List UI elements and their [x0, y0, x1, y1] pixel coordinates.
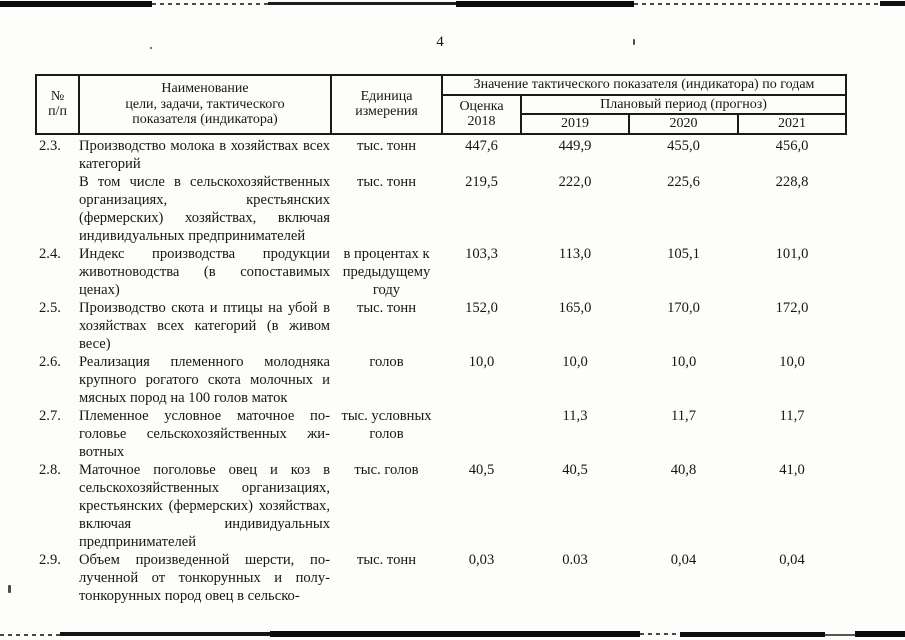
row-value-2018: 40,5 [468, 461, 495, 478]
indicators-table: № п/п Наименование цели, задачи, тактиче… [35, 74, 848, 605]
row-value-2020: 40,8 [670, 461, 697, 478]
row-number: 2.9. [39, 551, 61, 568]
row-value-2019: 40,5 [562, 461, 588, 478]
row-number [36, 173, 79, 245]
row-value-2021: 11,7 [779, 407, 805, 424]
row-value-2018 [442, 407, 521, 461]
row-number: 2.4. [39, 245, 61, 262]
row-value-2019: 10,0 [562, 353, 588, 370]
table-row: 2.4. Индекс производства продукции живот… [36, 245, 846, 299]
row-value-2018: 0,03 [468, 551, 495, 568]
scan-bar-segment [634, 3, 880, 5]
row-value-2021: 228,8 [775, 173, 809, 190]
row-name: Маточное поголовье овец и коз в сельскох… [79, 461, 330, 550]
row-value-2018: 219,5 [465, 173, 498, 190]
row-value-2018: 152,0 [465, 299, 498, 316]
table-row: 2.8. Маточное поголовье овец и коз в сел… [36, 461, 846, 551]
row-value-2018: 447,6 [465, 137, 498, 154]
scan-bar-segment [270, 631, 640, 637]
scan-bar-segment [825, 634, 855, 636]
table-body: 2.3. Производство молока в хозяйствах вс… [36, 134, 846, 605]
scan-bar-segment [0, 1, 152, 7]
row-value-2021: 41,0 [779, 461, 805, 478]
row-number: 2.3. [39, 137, 61, 154]
scan-bar-segment [0, 634, 60, 636]
row-unit: тыс. тонн [356, 299, 417, 316]
row-unit: тыс. голов [354, 461, 419, 478]
row-unit: тыс. условных голов [341, 407, 432, 442]
header-cell-estimate-2018: Оценка 2018 [441, 93, 522, 135]
scan-bar-segment [456, 1, 634, 7]
row-value-2020: 455,0 [667, 137, 700, 154]
header-cell-year-2020: 2020 [628, 113, 739, 135]
table-row: 2.7. Племенное условное маточное по­голо… [36, 407, 846, 461]
row-value-2020: 105,1 [667, 245, 700, 262]
row-name: В том числе в сельскохозяйствен­ных орга… [79, 173, 330, 244]
row-value-2020: 225,6 [667, 173, 700, 190]
scan-speck [633, 39, 635, 45]
row-value-2020: 10,0 [670, 353, 697, 370]
page-number: 4 [436, 34, 444, 50]
row-value-2018: 103,3 [465, 245, 498, 262]
row-unit: тыс. тонн [356, 173, 417, 190]
row-value-2020: 11,7 [671, 407, 696, 424]
row-value-2018: 10,0 [468, 353, 495, 370]
scan-bar-segment [680, 632, 825, 637]
scan-bar-segment [855, 631, 905, 637]
row-value-2019: 0.03 [562, 551, 588, 568]
table-row: 2.6. Реализация племенного молодняка кру… [36, 353, 846, 407]
header-cell-values-group: Значение тактического показателя (индика… [440, 74, 848, 96]
table-row: В том числе в сельскохозяйствен­ных орга… [36, 173, 846, 245]
row-value-2020: 0,04 [670, 551, 697, 568]
row-value-2021: 456,0 [775, 137, 809, 154]
row-value-2019: 11,3 [562, 407, 588, 424]
table-row: 2.3. Производство молока в хозяйствах вс… [36, 134, 846, 173]
row-name: Объем произведенной шерсти, по­лученной … [79, 551, 330, 604]
row-value-2019: 449,9 [558, 137, 592, 154]
scan-bar-segment [880, 1, 905, 6]
table-row: 2.5. Производство скота и птицы на убой … [36, 299, 846, 353]
header-cell-year-2021: 2021 [736, 113, 848, 135]
header-cell-name: Наименование цели, задачи, тактического … [78, 74, 332, 135]
header-cell-plan-group: Плановый период (прогноз) [519, 93, 848, 115]
row-unit: тыс. тонн [356, 551, 417, 568]
row-value-2021: 172,0 [775, 299, 809, 316]
scan-bar-segment [152, 3, 268, 5]
scan-speck [8, 585, 11, 593]
row-name: Производство скота и птицы на убой в хоз… [79, 299, 330, 352]
row-name: Производство молока в хозяйствах всех ка… [79, 137, 330, 172]
row-value-2019: 222,0 [558, 173, 592, 190]
header-cell-number: № п/п [35, 74, 80, 135]
row-value-2019: 113,0 [558, 245, 592, 262]
row-value-2019: 165,0 [558, 299, 592, 316]
scan-speck [150, 47, 152, 49]
row-number: 2.8. [39, 461, 61, 478]
row-name: Реализация племенного молодняка крупного… [79, 353, 330, 406]
header-cell-year-2019: 2019 [520, 113, 630, 135]
row-value-2020: 170,0 [667, 299, 700, 316]
row-unit: голов [369, 353, 404, 370]
header-cell-unit: Единица измерения [330, 74, 443, 135]
row-value-2021: 0,04 [779, 551, 805, 568]
row-number: 2.5. [39, 299, 61, 316]
row-name: Племенное условное маточное по­головье с… [79, 407, 330, 460]
table-row: 2.9. Объем произведенной шерсти, по­луче… [36, 551, 846, 605]
row-value-2021: 10,0 [779, 353, 805, 370]
row-number: 2.6. [39, 353, 61, 370]
row-unit: тыс. тонн [356, 137, 417, 154]
row-unit: в процентах к предыдущему году [342, 245, 431, 298]
row-name: Индекс производства продукции животновод… [79, 245, 330, 298]
row-number: 2.7. [39, 407, 61, 424]
table-header: № п/п Наименование цели, задачи, тактиче… [35, 74, 848, 135]
scan-bar-segment [60, 632, 270, 636]
scan-bar-segment [640, 633, 680, 635]
scan-bar-segment [268, 2, 456, 5]
row-value-2021: 101,0 [775, 245, 809, 262]
